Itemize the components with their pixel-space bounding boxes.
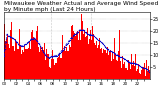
- Text: Milwaukee Weather Actual and Average Wind Speed by Minute mph (Last 24 Hours): Milwaukee Weather Actual and Average Win…: [4, 1, 158, 12]
